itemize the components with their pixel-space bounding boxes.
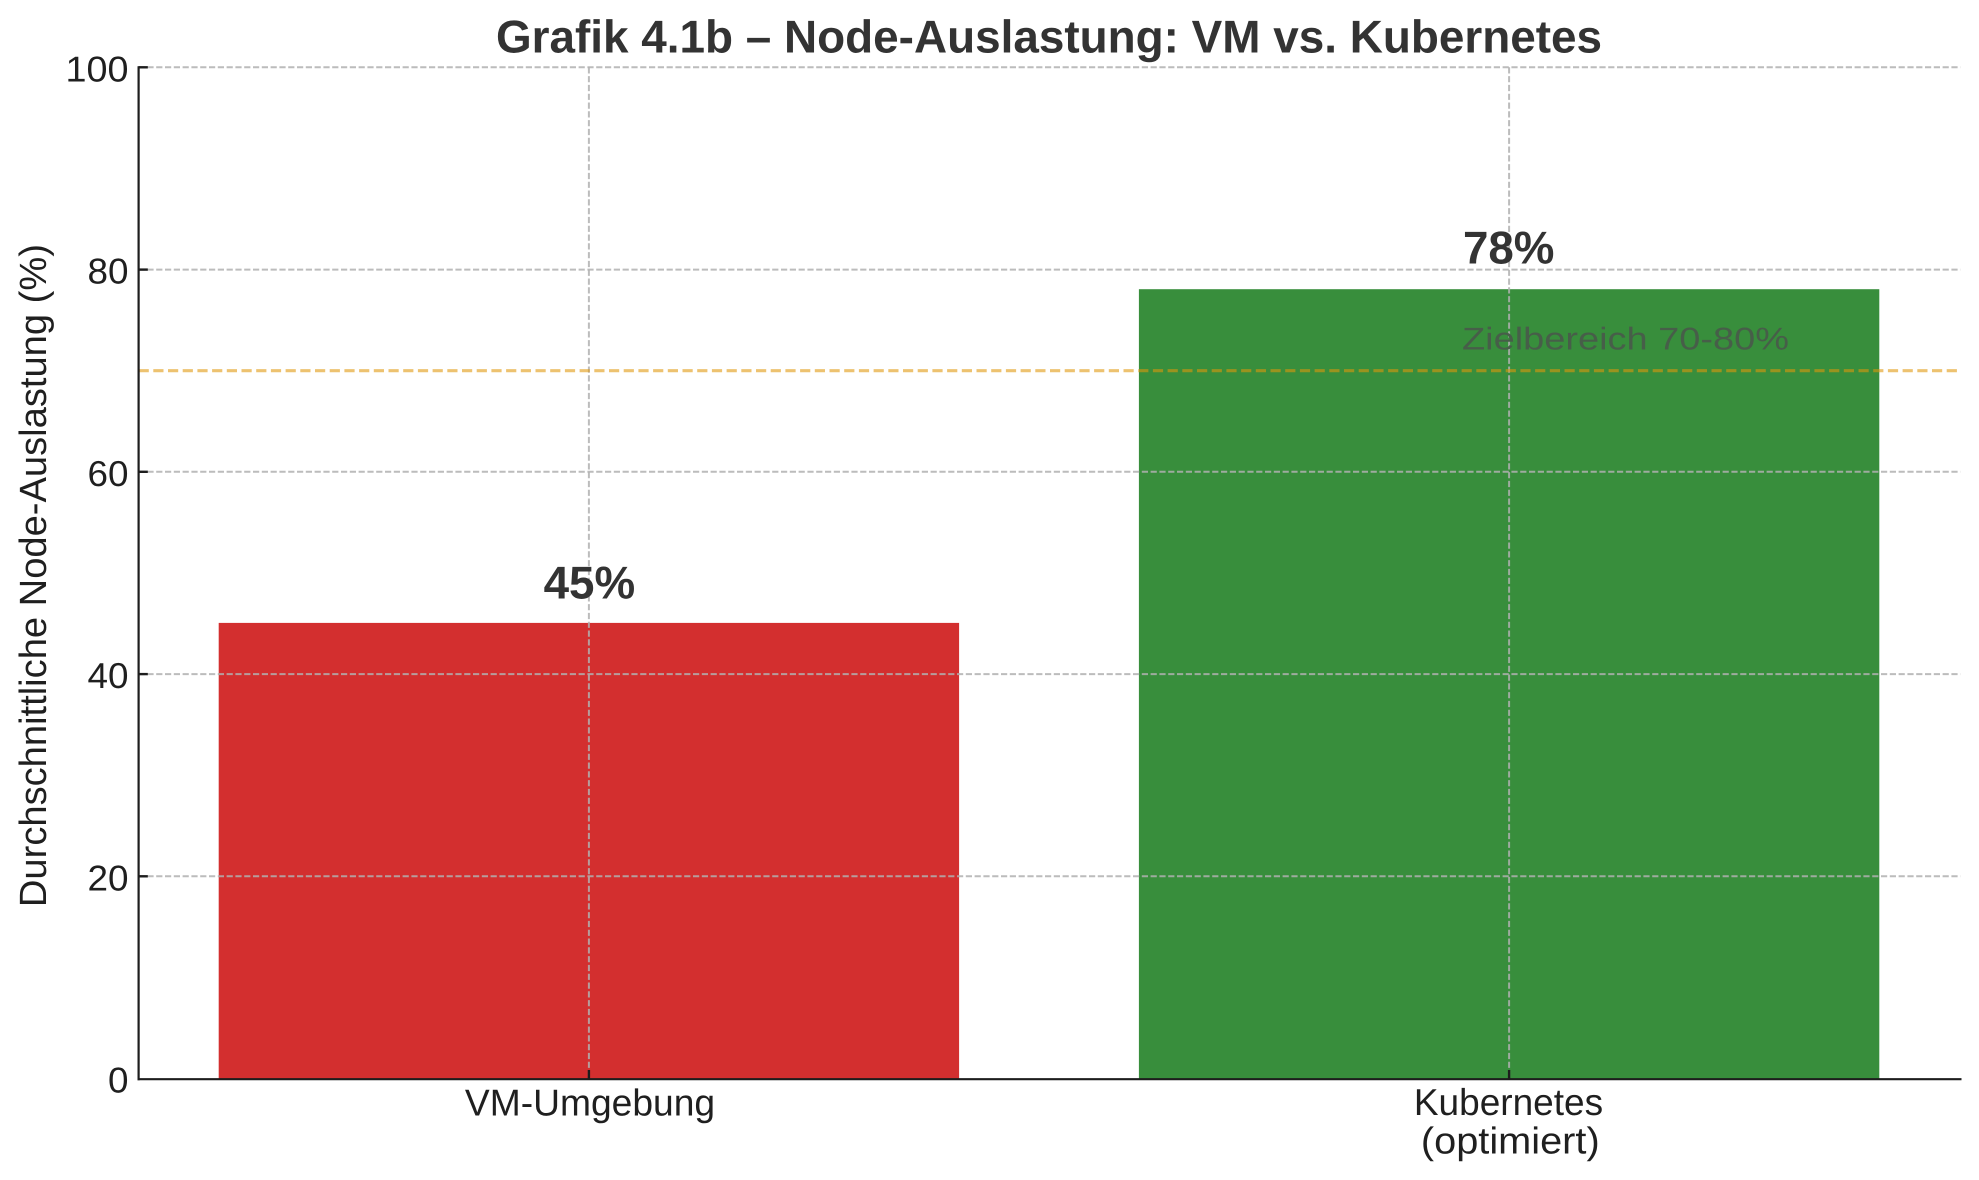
svg-text:(optimiert): (optimiert)	[1421, 1119, 1600, 1161]
svg-text:Grafik 4.1b – Node-Auslastung:: Grafik 4.1b – Node-Auslastung: VM vs. Ku…	[496, 11, 1602, 63]
svg-text:60: 60	[88, 453, 129, 494]
svg-text:80: 80	[88, 251, 129, 292]
svg-text:Kubernetes: Kubernetes	[1414, 1081, 1603, 1123]
svg-text:0: 0	[108, 1060, 129, 1101]
svg-text:100: 100	[66, 48, 129, 89]
svg-text:20: 20	[88, 857, 129, 898]
svg-text:Zielbereich 70-80%: Zielbereich 70-80%	[1462, 320, 1789, 356]
svg-text:Durchschnittliche Node-Auslast: Durchschnittliche Node-Auslastung (%)	[13, 244, 55, 907]
svg-text:45%: 45%	[544, 556, 636, 608]
svg-text:40: 40	[88, 655, 129, 696]
svg-text:78%: 78%	[1463, 221, 1555, 273]
svg-text:VM-Umgebung: VM-Umgebung	[465, 1081, 715, 1123]
